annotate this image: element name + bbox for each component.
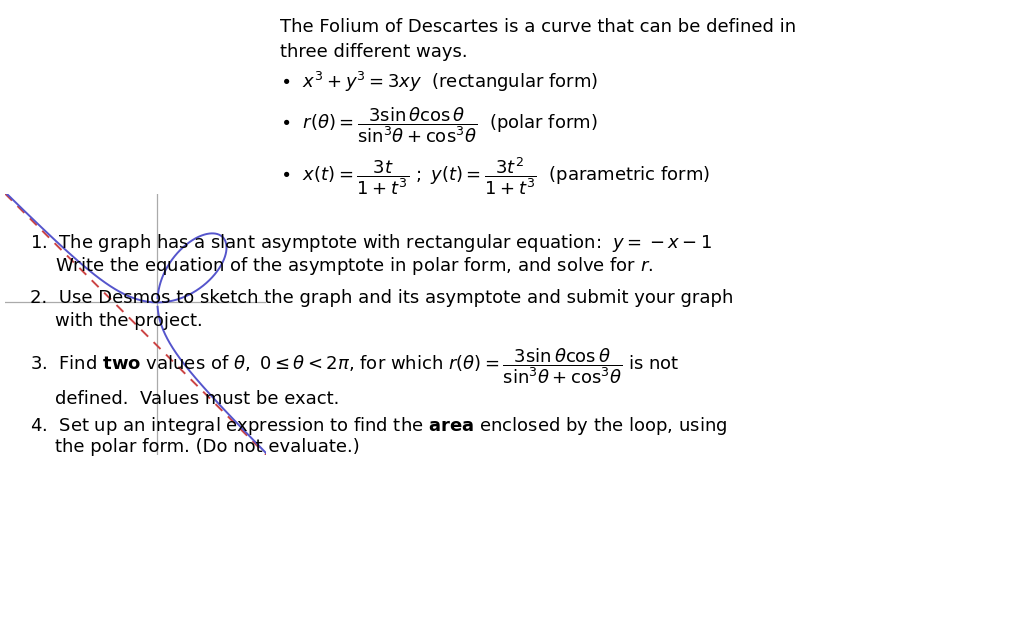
Text: the polar form. (Do not evaluate.): the polar form. (Do not evaluate.) — [55, 438, 359, 456]
Text: 1.  The graph has a slant asymptote with rectangular equation:  $y = -x - 1$: 1. The graph has a slant asymptote with … — [30, 232, 712, 254]
Text: The Folium of Descartes is a curve that can be defined in: The Folium of Descartes is a curve that … — [280, 18, 796, 36]
Text: defined.  Values must be exact.: defined. Values must be exact. — [55, 390, 339, 408]
Text: three different ways.: three different ways. — [280, 43, 468, 61]
Text: with the project.: with the project. — [55, 312, 203, 330]
Text: $\bullet\ \ x(t) = \dfrac{3t}{1+t^3}\ ;\ y(t) = \dfrac{3t^2}{1+t^3}\ \ \mathrm{(: $\bullet\ \ x(t) = \dfrac{3t}{1+t^3}\ ;\… — [280, 155, 711, 197]
Text: $\bullet\ \ x^3 + y^3 = 3xy\ \ \mathrm{(rectangular\ form)}$: $\bullet\ \ x^3 + y^3 = 3xy\ \ \mathrm{(… — [280, 70, 598, 94]
Text: 2.  Use Desmos to sketch the graph and its asymptote and submit your graph: 2. Use Desmos to sketch the graph and it… — [30, 289, 733, 307]
Text: 3.  Find $\mathbf{two}$ values of $\theta,\ 0\leq\theta<2\pi$, for which $r(\the: 3. Find $\mathbf{two}$ values of $\theta… — [30, 346, 680, 386]
Text: 4.  Set up an integral expression to find the $\mathbf{area}$ enclosed by the lo: 4. Set up an integral expression to find… — [30, 415, 727, 437]
Text: $\bullet\ \ r(\theta) = \dfrac{3\sin\theta\cos\theta}{\sin^3\!\theta+\cos^3\!\th: $\bullet\ \ r(\theta) = \dfrac{3\sin\the… — [280, 105, 598, 144]
Text: Write the equation of the asymptote in polar form, and solve for $r$.: Write the equation of the asymptote in p… — [55, 255, 653, 277]
